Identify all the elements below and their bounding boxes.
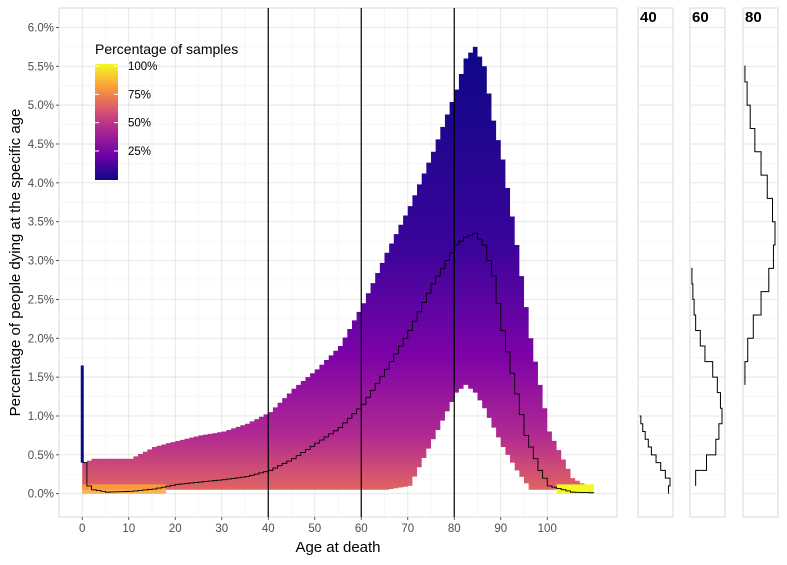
x-tick-label: 70 [401, 523, 414, 535]
y-tick-label: 5.5% [28, 61, 54, 73]
y-tick-label: 3.0% [28, 256, 54, 268]
legend-label: 25% [128, 146, 151, 158]
y-tick-label: 0.0% [28, 489, 54, 501]
x-tick-label: 10 [122, 523, 135, 535]
density-band [80, 46, 594, 494]
y-tick-label: 4.5% [28, 139, 54, 151]
y-tick-label: 5.0% [28, 100, 54, 112]
y-tick-label: 4.0% [28, 178, 54, 190]
legend-colorbar [95, 64, 118, 180]
x-tick-label: 100 [538, 523, 557, 535]
side-panel-density-line [744, 65, 776, 385]
x-tick-label: 80 [448, 523, 461, 535]
y-tick-label: 6.0% [28, 22, 54, 34]
age-reference-lines [267, 8, 455, 517]
x-tick-label: 40 [262, 523, 275, 535]
legend-title: Percentage of samples [95, 41, 238, 57]
density-envelope [82, 46, 590, 490]
side-panel [637, 7, 674, 518]
legend-label: 100% [128, 61, 157, 73]
y-tick-label: 0.5% [28, 450, 54, 462]
median-step-line [82, 232, 595, 494]
side-panel-density-line [691, 267, 723, 486]
high-density-band [556, 484, 594, 494]
legend: Percentage of samples 100% 75% 50% 25% [95, 41, 238, 180]
legend-label: 50% [128, 118, 151, 130]
x-axis-title: Age at death [295, 539, 380, 556]
x-tick-label: 30 [215, 523, 228, 535]
x-tick-label: 0 [79, 523, 85, 535]
side-panel [689, 7, 726, 518]
high-density-band [82, 484, 166, 494]
side-panel-title: 80 [745, 9, 762, 26]
x-tick-label: 50 [308, 523, 321, 535]
y-tick-label: 3.5% [28, 217, 54, 229]
infant-spike [80, 365, 84, 463]
y-tick-label: 1.5% [28, 372, 54, 384]
legend-label: 75% [128, 89, 151, 101]
y-tick-label: 2.0% [28, 333, 54, 345]
side-panel-density-line [639, 415, 671, 494]
x-tick-label: 60 [355, 523, 368, 535]
y-tick-label: 2.5% [28, 294, 54, 306]
median-line [82, 232, 595, 494]
side-panels: 40 60 80 [637, 7, 779, 518]
side-panel-title: 40 [640, 9, 657, 26]
side-panel-title: 60 [692, 9, 709, 26]
side-panel [742, 7, 779, 518]
y-axis-title: Percentage of people dying at the specif… [7, 109, 24, 417]
axes: 0 10 20 30 40 50 60 70 80 90 100 0.0% 0.5% 1.0% 1.5% 2.… [7, 22, 557, 556]
y-tick-label: 1.0% [28, 411, 54, 423]
x-tick-label: 90 [494, 523, 507, 535]
x-tick-label: 20 [169, 523, 182, 535]
